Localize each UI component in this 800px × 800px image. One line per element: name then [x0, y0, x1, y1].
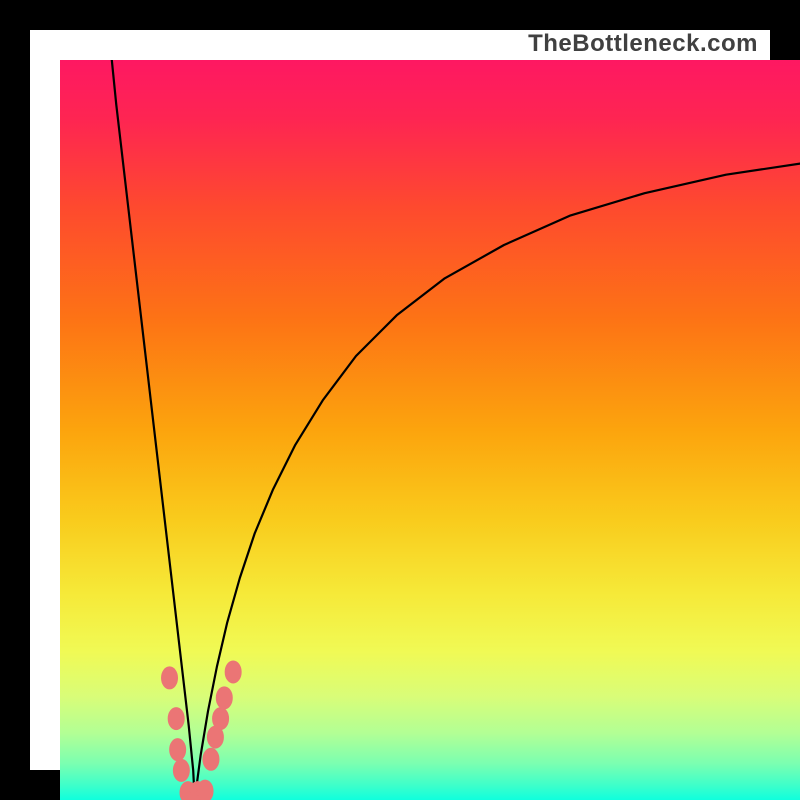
data-marker: [213, 708, 229, 730]
data-marker: [203, 748, 219, 770]
data-marker: [216, 687, 232, 709]
data-marker: [170, 739, 186, 761]
bottleneck-chart-svg: [60, 60, 800, 800]
watermark-text: TheBottleneck.com: [528, 30, 758, 58]
data-marker: [225, 661, 241, 683]
data-marker: [162, 667, 178, 689]
chart-frame: TheBottleneck.com: [0, 0, 800, 800]
data-marker: [168, 708, 184, 730]
data-marker: [197, 780, 213, 800]
data-marker: [173, 759, 189, 781]
plot-area: [60, 60, 800, 800]
